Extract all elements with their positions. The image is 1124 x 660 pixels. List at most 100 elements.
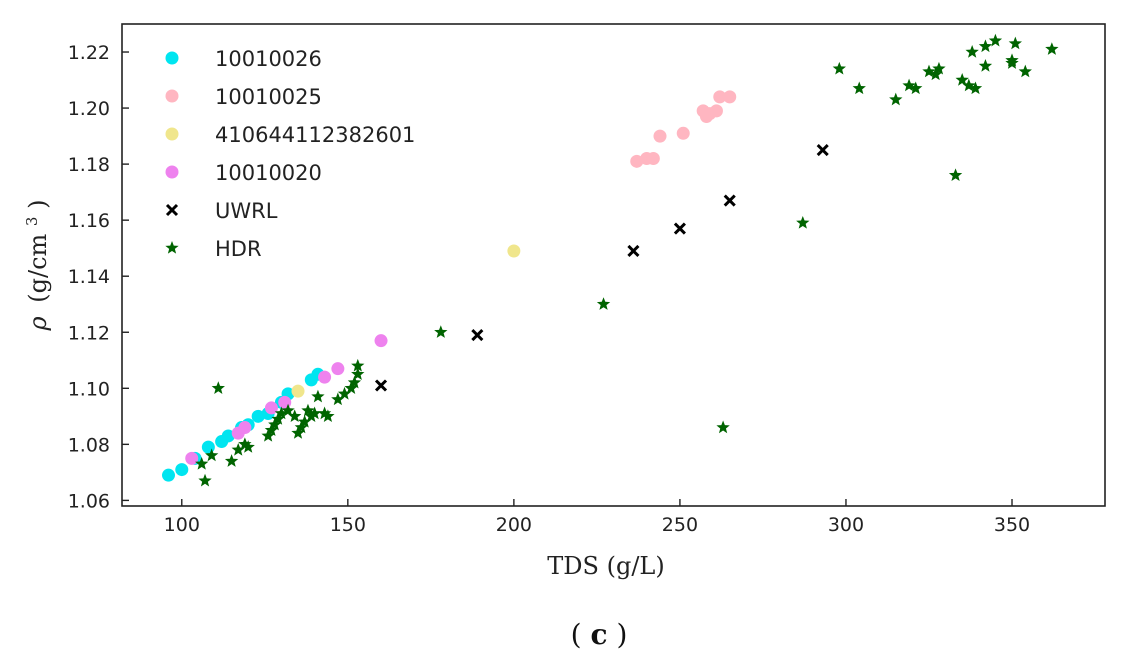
legend-marker [165, 89, 179, 103]
data-point [948, 168, 963, 181]
data-point [374, 334, 388, 348]
y-tick-label: 1.08 [68, 434, 110, 456]
data-point [646, 152, 660, 166]
legend-marker [165, 241, 179, 254]
data-point [374, 379, 388, 392]
legend-marker [165, 127, 179, 141]
data-point [962, 78, 976, 92]
y-axis-symbol: ρ [24, 316, 52, 331]
data-point [627, 244, 640, 258]
caption-open: ( [571, 618, 582, 651]
legend-label: HDR [215, 237, 262, 261]
y-tick-label: 1.18 [68, 154, 110, 176]
data-point [978, 39, 993, 53]
data-point [676, 126, 690, 140]
data-point [1018, 64, 1032, 78]
legend-marker [165, 165, 179, 179]
legend-marker [165, 51, 179, 65]
legend: 10010026 10010025 410644112382601 10010020 U… [165, 47, 415, 261]
data-point [291, 384, 305, 398]
legend-entry: 410644112382601 [165, 123, 415, 147]
data-point [288, 409, 302, 422]
data-point [955, 73, 969, 86]
data-point [968, 81, 983, 95]
data-point [337, 386, 352, 400]
data-point [347, 375, 362, 389]
figure-caption: ( c ) [571, 618, 628, 651]
legend-label: 10010025 [215, 85, 322, 109]
data-point [205, 448, 219, 462]
data-point [307, 406, 322, 420]
y-axis-units-sup: 3 [23, 217, 41, 227]
x-axis-title: TDS (g/L) [547, 552, 664, 580]
series-HDR [195, 33, 1059, 487]
data-point [185, 451, 199, 465]
x-tick-label: 300 [828, 514, 864, 536]
data-point [902, 78, 916, 92]
data-point [723, 194, 736, 207]
data-point [351, 358, 365, 372]
data-point [321, 409, 335, 422]
x-tick-label: 250 [662, 514, 698, 536]
data-point [796, 215, 810, 229]
series-10010025 [630, 90, 737, 168]
legend-entry: HDR [165, 237, 262, 261]
data-point [471, 328, 484, 342]
plot-frame [121, 23, 1106, 507]
data-point [241, 440, 255, 453]
y-axis-units-close: ) [24, 200, 52, 209]
data-point [709, 104, 723, 118]
data-point [311, 389, 325, 403]
data-point [351, 367, 365, 380]
data-point [264, 401, 278, 415]
y-tick-label: 1.06 [68, 490, 110, 512]
data-point [201, 440, 215, 454]
data-point [297, 414, 312, 428]
data-point [816, 144, 829, 157]
y-tick-label: 1.22 [68, 42, 110, 64]
data-point [932, 61, 946, 75]
data-point [301, 403, 315, 417]
data-point [889, 92, 903, 106]
legend-entry: 10010025 [165, 85, 322, 109]
x-tick-label: 100 [164, 514, 200, 536]
data-point [713, 90, 727, 104]
caption-letter: c [590, 618, 607, 651]
data-point [318, 370, 332, 384]
data-point [195, 456, 209, 470]
legend-label: UWRL [215, 199, 278, 223]
legend-entry: 10010026 [165, 47, 322, 71]
data-point [1045, 42, 1059, 55]
data-point [161, 468, 175, 482]
legend-label: 410644112382601 [215, 123, 415, 147]
y-axis-title: ρ (g/cm 3 ) [15, 200, 52, 332]
data-points [161, 33, 1059, 487]
data-point [281, 403, 295, 417]
data-point [238, 421, 252, 435]
data-point [278, 395, 292, 409]
data-point [716, 420, 730, 434]
data-point [175, 463, 189, 477]
data-point [198, 473, 212, 487]
data-point [596, 297, 611, 310]
caption-close: ) [616, 618, 627, 651]
data-point [274, 406, 289, 420]
data-point [331, 392, 345, 406]
series-UWRL [374, 144, 829, 392]
x-tick-label: 200 [496, 514, 532, 536]
y-tick-label: 1.16 [68, 210, 110, 232]
axis-ticks: 100 150 200 250 300 350 1.06 1.08 1.10 1.12 1.14 1.… [68, 42, 1030, 536]
data-point [331, 362, 345, 376]
data-point [723, 90, 737, 104]
data-point [965, 45, 979, 58]
legend-marker [165, 203, 179, 217]
legend-entry: 10010020 [165, 161, 322, 185]
data-point [852, 81, 866, 95]
data-point [832, 61, 846, 75]
data-point [507, 244, 521, 258]
series-10010020 [185, 334, 388, 465]
data-point [221, 429, 235, 443]
data-point [317, 406, 332, 420]
data-point [978, 59, 993, 72]
